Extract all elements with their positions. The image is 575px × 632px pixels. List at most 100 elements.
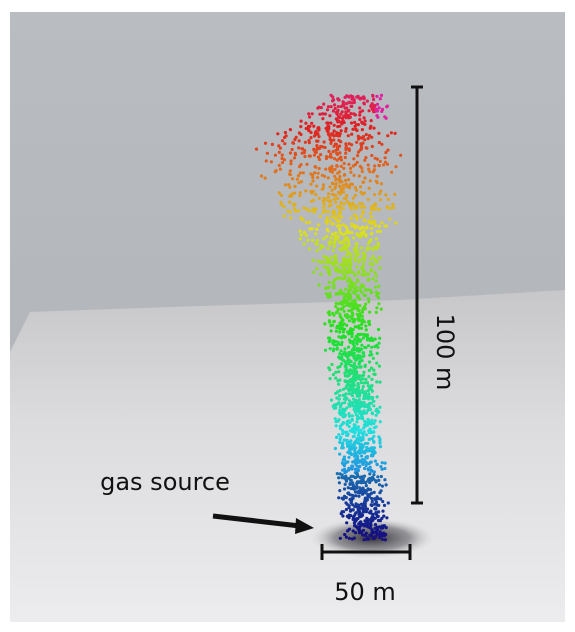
plume-particle [374, 535, 377, 538]
plume-particle [324, 349, 327, 352]
plume-particle [336, 197, 339, 200]
plume-particle [348, 354, 351, 357]
plume-particle [368, 462, 371, 465]
plume-particle [374, 523, 377, 526]
plume-particle [344, 398, 347, 401]
plume-particle [373, 503, 376, 506]
plume-particle [340, 362, 343, 365]
plume-particle [359, 521, 362, 524]
plume-particle [344, 288, 347, 291]
plume-particle [340, 343, 343, 346]
plume-particle [358, 202, 361, 205]
plume-particle [390, 131, 393, 134]
plume-particle [301, 147, 304, 150]
plume-particle [381, 510, 384, 513]
plume-particle [356, 526, 359, 529]
plume-particle [373, 338, 376, 341]
plume-particle [354, 388, 357, 391]
plume-particle [338, 145, 341, 148]
plume-particle [377, 285, 380, 288]
plume-particle [383, 478, 386, 481]
plume-particle [357, 123, 360, 126]
plume-particle [357, 270, 360, 273]
plume-particle [344, 483, 347, 486]
plume-particle [337, 120, 340, 123]
plume-particle [367, 344, 370, 347]
plume-particle [349, 256, 352, 259]
plume-particle [353, 363, 356, 366]
plume-particle [345, 226, 348, 229]
plume-particle [366, 273, 369, 276]
plume-particle [314, 193, 317, 196]
plume-particle [289, 128, 292, 131]
plume-particle [347, 116, 350, 119]
plume-particle [360, 454, 363, 457]
plume-particle [349, 487, 352, 490]
plume-particle [346, 237, 349, 240]
plume-particle [377, 435, 380, 438]
plume-particle [343, 476, 346, 479]
plume-particle [299, 133, 302, 136]
plume-particle [353, 452, 356, 455]
plume-particle [347, 163, 350, 166]
plume-particle [343, 237, 346, 240]
plume-particle [378, 208, 381, 211]
plume-particle [334, 406, 337, 409]
plume-particle [351, 96, 354, 99]
plume-particle [339, 537, 342, 540]
plume-particle [369, 179, 372, 182]
plume-particle [319, 215, 322, 218]
plume-particle [356, 154, 359, 157]
plume-particle [328, 241, 331, 244]
plume-particle [296, 178, 299, 181]
plume-particle [365, 464, 368, 467]
plume-particle [362, 433, 365, 436]
plume-particle [318, 113, 321, 116]
plume-particle [370, 384, 373, 387]
plume-particle [361, 202, 364, 205]
plume-particle [338, 330, 341, 333]
plume-particle [358, 393, 361, 396]
plume-particle [344, 260, 347, 263]
plume-particle [345, 127, 348, 130]
plume-particle [341, 473, 344, 476]
plume-particle [323, 266, 326, 269]
plume-particle [338, 292, 341, 295]
plume-particle [351, 128, 354, 131]
plume-particle [378, 141, 381, 144]
plume-particle [362, 385, 365, 388]
plume-particle [380, 475, 383, 478]
plume-particle [342, 330, 345, 333]
plume-particle [350, 453, 353, 456]
plume-particle [364, 303, 367, 306]
plume-particle [362, 232, 365, 235]
plume-particle [281, 139, 284, 142]
plume-particle [320, 261, 323, 264]
plume-particle [362, 336, 365, 339]
plume-particle [340, 249, 343, 252]
plume-particle [364, 378, 367, 381]
plume-particle [310, 191, 313, 194]
plume-particle [332, 150, 335, 153]
plume-particle [357, 333, 360, 336]
plume-particle [355, 420, 358, 423]
plume-particle [331, 215, 334, 218]
plume-particle [329, 138, 332, 141]
plume-particle [363, 116, 366, 119]
plume-particle [332, 281, 335, 284]
plume-particle [372, 537, 375, 540]
plume-particle [362, 438, 365, 441]
plume-particle [328, 185, 331, 188]
plume-particle [264, 142, 267, 145]
plume-particle [287, 183, 290, 186]
plume-particle [377, 292, 380, 295]
plume-particle [326, 210, 329, 213]
plume-particle [309, 136, 312, 139]
plume-particle [340, 232, 343, 235]
plume-particle [367, 419, 370, 422]
plume-particle [357, 151, 360, 154]
plume-particle [381, 221, 384, 224]
plume-particle [348, 147, 351, 150]
plume-particle [359, 339, 362, 342]
plume-particle [326, 286, 329, 289]
